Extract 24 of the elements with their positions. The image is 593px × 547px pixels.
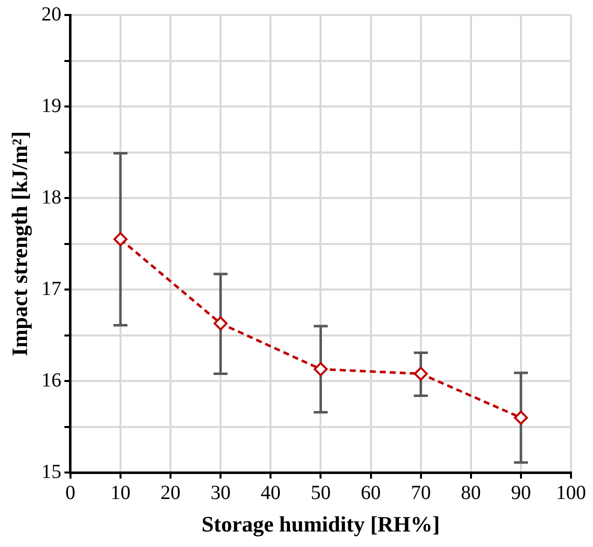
point bbox=[314, 362, 328, 376]
point bbox=[514, 410, 528, 425]
x-tick-label: 0 bbox=[65, 482, 76, 504]
point bbox=[214, 316, 228, 330]
y-tick-label: 18 bbox=[41, 186, 62, 208]
y-tick-label: 19 bbox=[41, 94, 62, 117]
x-tick-label: 20 bbox=[160, 482, 181, 504]
y-tick-label: 20 bbox=[41, 3, 62, 26]
x-tick-label: 30 bbox=[210, 482, 231, 504]
x-tick-label: 50 bbox=[310, 482, 331, 504]
y-tick-label: 16 bbox=[41, 369, 62, 392]
point bbox=[414, 366, 428, 381]
x-tick-label: 90 bbox=[510, 482, 531, 504]
y-tick-label: 17 bbox=[41, 278, 62, 300]
x-tick-label: 80 bbox=[460, 482, 481, 504]
x-axis-title: Storage humidity [RH%] bbox=[202, 511, 440, 536]
x-tick-label: 40 bbox=[260, 482, 281, 504]
x-tick-label: 10 bbox=[110, 482, 130, 504]
x-tick-label: 70 bbox=[410, 482, 431, 504]
x-tick-label: 60 bbox=[360, 482, 381, 504]
point bbox=[113, 232, 128, 246]
x-tick-label: 100 bbox=[556, 482, 586, 504]
y-axis-title: Impact strength [kJ/m²] bbox=[6, 131, 32, 356]
y-tick-label: 15 bbox=[41, 460, 62, 483]
